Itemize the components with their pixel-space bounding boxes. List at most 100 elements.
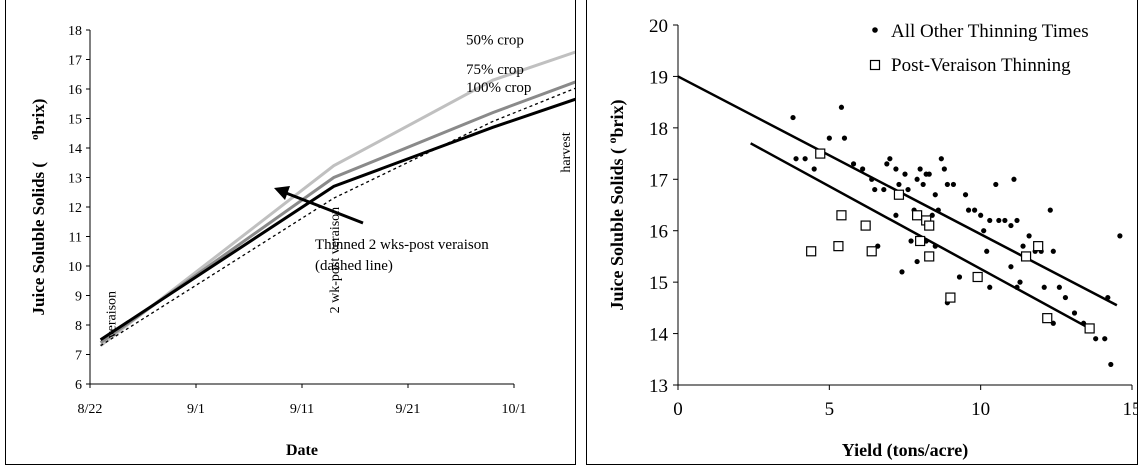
x-tick-label: 8/22 [78, 402, 103, 417]
y-tick-label: 18 [68, 24, 82, 39]
legend-square-marker [869, 59, 881, 71]
left-line-chart: 6 7 8 9 10 11 12 13 14 15 16 17 18 8/22 9/1 9/11 9/21 10/… [29, 24, 589, 459]
data-point-dot [881, 186, 887, 193]
data-point-dot [884, 161, 890, 167]
legend-label-post-veraison: Post-Veraison Thinning [891, 55, 1071, 76]
x-tick-label: 5 [825, 399, 835, 420]
series-label: 75% crop [466, 62, 524, 78]
data-point-dot [902, 171, 908, 177]
y-tick-label: 10 [68, 260, 82, 275]
y-tick-label: 14 [68, 142, 82, 157]
data-point-dot [826, 135, 832, 141]
data-point-dot [1002, 217, 1008, 224]
y-axis-title-unit: o [29, 134, 41, 140]
data-point-dot [841, 135, 848, 141]
data-point-dot [1117, 233, 1123, 239]
data-point-dot [887, 156, 893, 162]
data-point-square [866, 246, 877, 257]
data-point-dot [978, 212, 984, 218]
annotation-arrow-shaft [285, 191, 364, 225]
data-point-square [860, 220, 871, 231]
data-point-dot [838, 104, 845, 110]
x-tick-label: 9/21 [396, 402, 421, 417]
y-tick-label: 16 [68, 83, 82, 98]
data-point-dot [1041, 284, 1047, 290]
data-point-dot [905, 186, 911, 193]
data-point-dot [941, 166, 947, 172]
data-point-dot [1020, 243, 1026, 249]
y-tick-label: 13 [649, 376, 668, 397]
left-chart-panel: 6 7 8 9 10 11 12 13 14 15 16 17 18 8/22 9/1 9/11 9/21 10/… [5, 0, 589, 465]
series-line [99, 93, 589, 342]
data-point-dot [962, 192, 969, 198]
data-point-dot [1071, 310, 1078, 316]
legend-label-all-other: All Other Thinning Times [891, 21, 1089, 42]
y-tick-label: 12 [68, 201, 82, 216]
right-chart-panel: 13 14 15 16 17 18 19 20 0 5 10 15 Yield (tons/acre) J… [586, 0, 1140, 465]
data-point-square [972, 271, 983, 283]
y-tick-label: 17 [68, 54, 82, 69]
data-point-square [924, 251, 935, 262]
data-point-dot [850, 161, 857, 167]
series-line [99, 75, 589, 344]
y-tick-label: 19 [649, 67, 668, 88]
x-axis-title: Yield (tons/acre) [842, 440, 968, 461]
data-point-dot [950, 181, 957, 188]
data-point-dot [932, 243, 938, 249]
data-point-dot [893, 212, 899, 218]
data-point-dot [956, 274, 963, 280]
y-axis-title: Juice Soluble Solids ( obrix) [605, 99, 628, 310]
data-point-dot [1102, 336, 1108, 342]
y-axis-title-suffix: brix) [607, 99, 628, 137]
data-point-dot [965, 207, 972, 213]
data-point-dot [932, 192, 938, 198]
data-point-dot [981, 228, 987, 234]
harvest-label: harvest [559, 132, 574, 173]
data-point-dot [1105, 294, 1111, 301]
y-tick-label: 6 [75, 378, 82, 393]
data-point-dot [1008, 264, 1014, 270]
y-tick-label: 18 [649, 119, 668, 140]
right-scatter-chart: 13 14 15 16 17 18 19 20 0 5 10 15 Yield (tons/acre) J… [605, 16, 1140, 461]
data-point-square [815, 148, 826, 159]
data-point-dot [869, 176, 875, 182]
data-point-dot [1056, 284, 1062, 290]
data-point-square [806, 246, 817, 257]
y-axis-title-main: Juice Soluble Solids ( [607, 143, 628, 310]
data-point-dot [893, 166, 899, 172]
data-point-square [1042, 313, 1053, 324]
data-point-dot [1050, 248, 1056, 254]
x-tick-label: 9/1 [187, 402, 205, 417]
data-point-dot [1047, 207, 1053, 213]
veraison-label: veraison [105, 291, 120, 338]
data-point-dot [914, 258, 920, 265]
series-line [99, 46, 589, 347]
data-point-dot [896, 181, 902, 188]
data-point-dot [1062, 294, 1069, 301]
annotation-text-line1: Thinned 2 wks-post veraison [315, 237, 489, 253]
y-axis-title-suffix: brix) [29, 99, 48, 135]
data-point-dot [914, 176, 920, 182]
x-tick-label: 9/11 [290, 402, 314, 417]
y-axis-title: Juice Soluble Solids ( obrix) [29, 99, 48, 316]
y-axis-title-main: Juice Soluble Solids ( [29, 162, 48, 316]
post-veraison-label: 2 wk-post veraison [328, 207, 343, 314]
x-tick-label: 15 [1123, 399, 1138, 420]
data-point-dot [1014, 284, 1020, 290]
trendline [750, 142, 1091, 330]
data-point-dot [987, 284, 993, 290]
y-tick-label: 15 [68, 113, 82, 128]
y-tick-label: 9 [75, 290, 82, 305]
annotation-text-line2: (dashed line) [315, 258, 393, 274]
data-point-dot [984, 248, 990, 254]
data-point-dot [1008, 222, 1014, 229]
data-point-dot [920, 181, 926, 188]
y-tick-label: 14 [649, 325, 669, 346]
data-point-dot [1093, 336, 1099, 342]
x-axis-title: Date [286, 442, 318, 459]
data-point-dot [872, 186, 878, 193]
x-tick-label: 10/1 [502, 402, 527, 417]
y-tick-label: 15 [649, 273, 668, 294]
data-point-square [1020, 251, 1032, 262]
data-point-square [912, 210, 923, 221]
